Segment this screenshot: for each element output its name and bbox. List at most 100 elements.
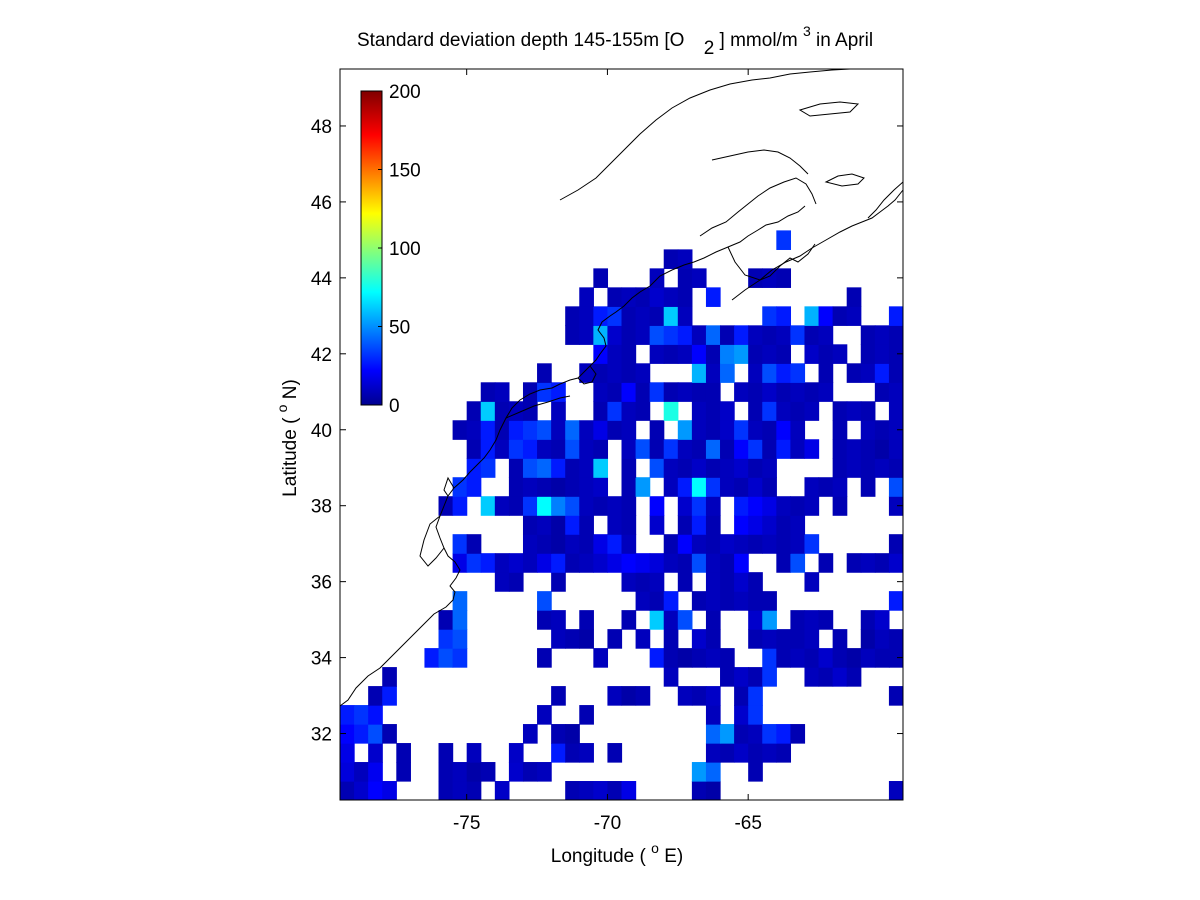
heatmap-cell: [452, 477, 468, 497]
heatmap-cell: [649, 458, 665, 478]
heatmap-cell: [790, 325, 806, 345]
heatmap-cell: [677, 325, 693, 345]
heatmap-cell: [508, 496, 524, 516]
heatmap-cell: [860, 325, 876, 345]
heatmap-cell: [537, 420, 552, 440]
heatmap-cell: [734, 667, 749, 687]
heatmap-cell: [762, 439, 777, 459]
heatmap-cell: [832, 496, 848, 516]
heatmap-cell: [635, 477, 651, 497]
heatmap-cell: [776, 306, 792, 326]
heatmap-cell: [776, 553, 792, 573]
heatmap-cell: [804, 496, 820, 516]
heatmap-cell: [790, 496, 806, 516]
heatmap-cell: [368, 705, 383, 725]
heatmap-cell: [776, 515, 792, 535]
heatmap-cell: [649, 553, 665, 573]
heatmap-cell: [691, 553, 707, 573]
heatmap-cell: [565, 743, 580, 763]
heatmap-cell: [748, 686, 763, 706]
heatmap-cell: [649, 344, 665, 364]
heatmap-cell: [607, 420, 623, 440]
heatmap-cell: [705, 648, 721, 668]
y-tick-label: 44: [311, 269, 333, 290]
heatmap-cell: [537, 363, 552, 383]
heatmap-cell: [663, 306, 679, 326]
heatmap-cell: [663, 553, 679, 573]
heatmap-cell: [480, 439, 496, 459]
heatmap-cell: [804, 439, 820, 459]
heatmap-cell: [705, 420, 721, 440]
heatmap-cell: [874, 648, 890, 668]
heatmap-cell: [720, 325, 735, 345]
heatmap-cell: [452, 534, 468, 554]
heatmap-cell: [663, 534, 679, 554]
heatmap-cell: [748, 382, 763, 402]
heatmap-cell: [846, 553, 862, 573]
heatmap-cell: [551, 439, 566, 459]
heatmap-cell: [522, 401, 538, 421]
heatmap-cell: [579, 553, 594, 573]
heatmap-cell: [537, 477, 552, 497]
heatmap-cell: [734, 591, 749, 611]
heatmap-cell: [621, 439, 637, 459]
heatmap-cell: [691, 363, 707, 383]
heatmap-cell: [452, 648, 468, 668]
heatmap-cell: [537, 553, 552, 573]
heatmap-cell: [494, 382, 510, 402]
heatmap-cell: [551, 743, 566, 763]
heatmap-cell: [607, 534, 623, 554]
heatmap-cell: [396, 743, 411, 763]
heatmap-cell: [818, 325, 834, 345]
heatmap-cell: [888, 458, 903, 478]
heatmap-cell: [452, 420, 468, 440]
heatmap-cell: [677, 249, 693, 269]
heatmap-cell: [748, 458, 763, 478]
heatmap-cell: [579, 496, 594, 516]
heatmap-cell: [480, 762, 496, 782]
heatmap-cell: [762, 610, 777, 630]
heatmap-cell: [354, 724, 369, 744]
heatmap-cell: [663, 629, 679, 649]
heatmap-cell: [565, 306, 580, 326]
heatmap-cell: [734, 553, 749, 573]
heatmap-cell: [776, 439, 792, 459]
heatmap-cell: [551, 686, 566, 706]
heatmap-cell: [762, 743, 777, 763]
coastline-delaware: [443, 476, 455, 497]
heatmap-cell: [762, 306, 777, 326]
heatmap-cell: [593, 363, 609, 383]
heatmap-cell: [663, 458, 679, 478]
heatmap-cell: [537, 382, 552, 402]
heatmap-cell: [705, 781, 721, 800]
heatmap-cell: [874, 325, 890, 345]
heatmap-cell: [663, 344, 679, 364]
heatmap-cell: [832, 648, 848, 668]
heatmap-cell: [551, 496, 566, 516]
x-axis-label: Longitude ( o E): [551, 837, 683, 867]
heatmap-cell: [494, 496, 510, 516]
heatmap-cell: [565, 515, 580, 535]
heatmap-cell: [705, 401, 721, 421]
heatmap-cell: [663, 439, 679, 459]
heatmap-cell: [734, 743, 749, 763]
colorbar-tick-label: 150: [389, 161, 421, 182]
chart-title: Standard deviation depth 145-155m [O 2 ]…: [357, 20, 873, 59]
heatmap-cell: [663, 610, 679, 630]
heatmap-cell: [522, 515, 538, 535]
heatmap-cell: [888, 420, 903, 440]
heatmap-cell: [663, 477, 679, 497]
heatmap-cell: [551, 553, 566, 573]
heatmap-cell: [508, 477, 524, 497]
heatmap-cell: [677, 496, 693, 516]
heatmap-cell: [691, 325, 707, 345]
heatmap-cell: [382, 781, 397, 800]
heatmap-cell: [663, 325, 679, 345]
heatmap-cell: [776, 420, 792, 440]
heatmap-cell: [860, 477, 876, 497]
heatmap-cell: [579, 306, 594, 326]
heatmap-cell: [705, 515, 721, 535]
heatmap-cell: [354, 705, 369, 725]
heatmap-cell: [593, 477, 609, 497]
heatmap-cell: [522, 382, 538, 402]
